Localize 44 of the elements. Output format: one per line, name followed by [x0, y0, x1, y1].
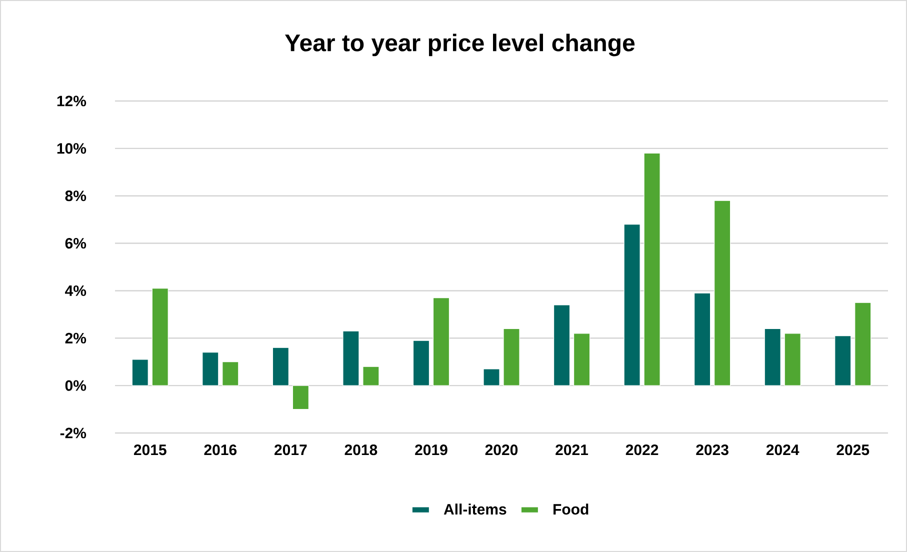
x-tick-label: 2017	[274, 444, 307, 456]
bar	[854, 302, 872, 386]
y-tick-label: 2%	[65, 332, 86, 344]
y-tick-label: 4%	[65, 285, 86, 296]
bar	[573, 333, 590, 386]
bar	[624, 224, 640, 386]
bar	[553, 304, 570, 386]
y-tick-label: -2%	[60, 428, 86, 438]
bar	[152, 288, 168, 386]
bar	[412, 340, 430, 386]
x-tick-label: 2023	[696, 444, 728, 456]
x-tick-label: 2016	[204, 444, 237, 456]
x-tick-label: 2019	[415, 444, 448, 456]
bar	[292, 385, 309, 410]
chart-title: Year to year price level change	[284, 34, 635, 56]
bar	[272, 347, 289, 386]
y-tick-label: 10%	[57, 143, 86, 154]
legend-label: All-items	[444, 504, 506, 515]
y-tick-label: 6%	[65, 238, 86, 249]
bar	[132, 359, 148, 386]
y-tick-label: 12%	[57, 96, 86, 106]
bar	[202, 352, 219, 386]
x-tick-label: 2018	[344, 444, 378, 456]
bar	[503, 328, 520, 386]
bar	[432, 298, 450, 386]
legend-label: Food	[554, 504, 588, 515]
bar	[222, 362, 239, 386]
x-tick-label: 2025	[836, 444, 870, 456]
bar	[362, 366, 380, 386]
bar	[714, 200, 731, 386]
x-tick-label: 2021	[556, 444, 588, 456]
bar	[764, 328, 781, 386]
y-tick-label: 0%	[65, 380, 86, 391]
x-tick-label: 2024	[766, 444, 800, 456]
bar	[342, 330, 360, 386]
bar	[694, 292, 711, 386]
x-tick-label: 2015	[134, 444, 166, 456]
x-tick-label: 2022	[626, 444, 658, 456]
bar	[834, 335, 852, 386]
x-tick-label: 2020	[485, 444, 518, 456]
bar	[784, 333, 801, 386]
bar	[644, 152, 660, 386]
bar	[483, 368, 500, 386]
y-tick-label: 8%	[65, 190, 86, 202]
